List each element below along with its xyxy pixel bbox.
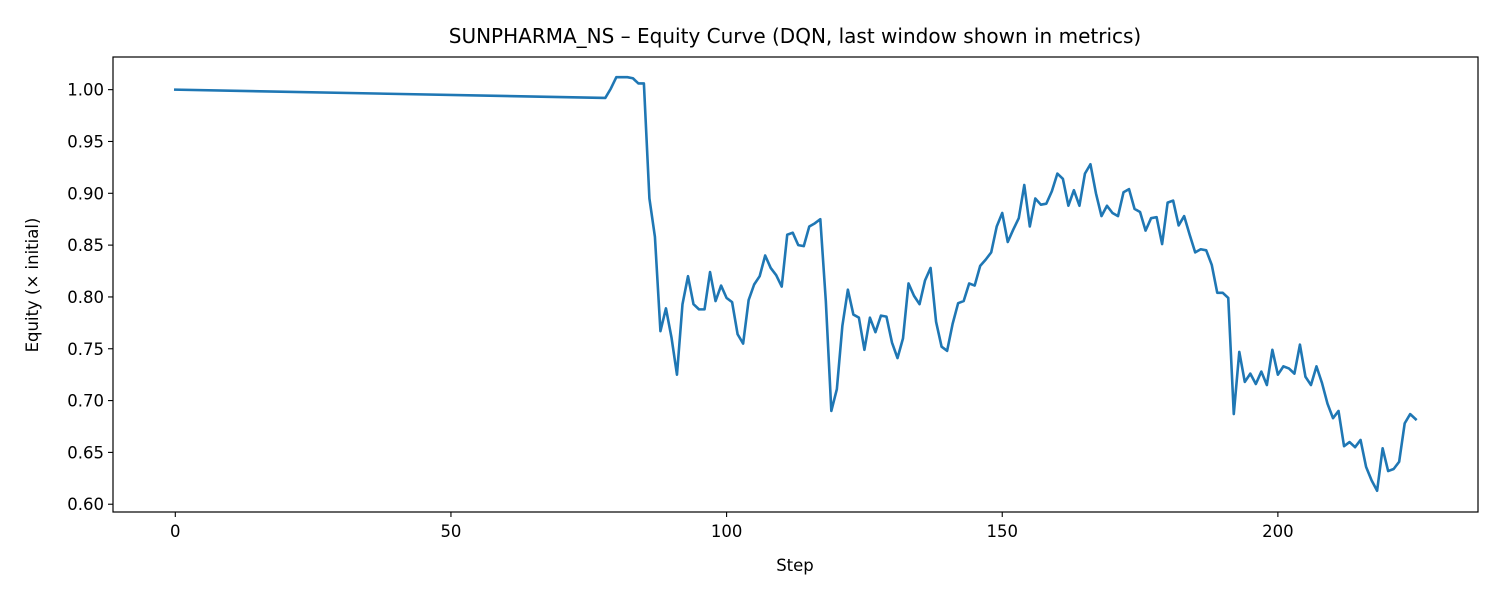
y-tick-label: 1.00 (67, 81, 104, 100)
x-tick-label: 0 (170, 522, 181, 541)
y-tick-label: 0.80 (67, 288, 104, 307)
x-tick-label: 150 (986, 522, 1018, 541)
y-tick-label: 0.85 (67, 236, 104, 255)
y-tick-label: 0.75 (67, 340, 104, 359)
y-tick-label: 0.60 (67, 495, 104, 514)
y-tick-label: 0.90 (67, 184, 104, 203)
y-tick-label: 0.65 (67, 443, 104, 462)
plot-frame (112, 56, 1479, 513)
equity-series-line (173, 75, 1418, 493)
y-axis-label: Equity (× initial) (23, 218, 42, 353)
y-tick-label: 0.70 (67, 392, 104, 411)
plot-area (173, 75, 1418, 493)
y-axis: 0.60 0.65 0.70 0.75 0.80 0.85 0.90 0.95 1.00 (67, 81, 113, 514)
x-tick-label: 50 (440, 522, 461, 541)
y-tick-label: 0.95 (67, 132, 104, 151)
x-tick-label: 200 (1262, 522, 1294, 541)
x-tick-label: 100 (711, 522, 743, 541)
x-axis-label: Step (776, 556, 814, 575)
chart-title: SUNPHARMA_NS – Equity Curve (DQN, last w… (449, 24, 1141, 48)
x-axis: 0 50 100 150 200 (170, 512, 1294, 541)
